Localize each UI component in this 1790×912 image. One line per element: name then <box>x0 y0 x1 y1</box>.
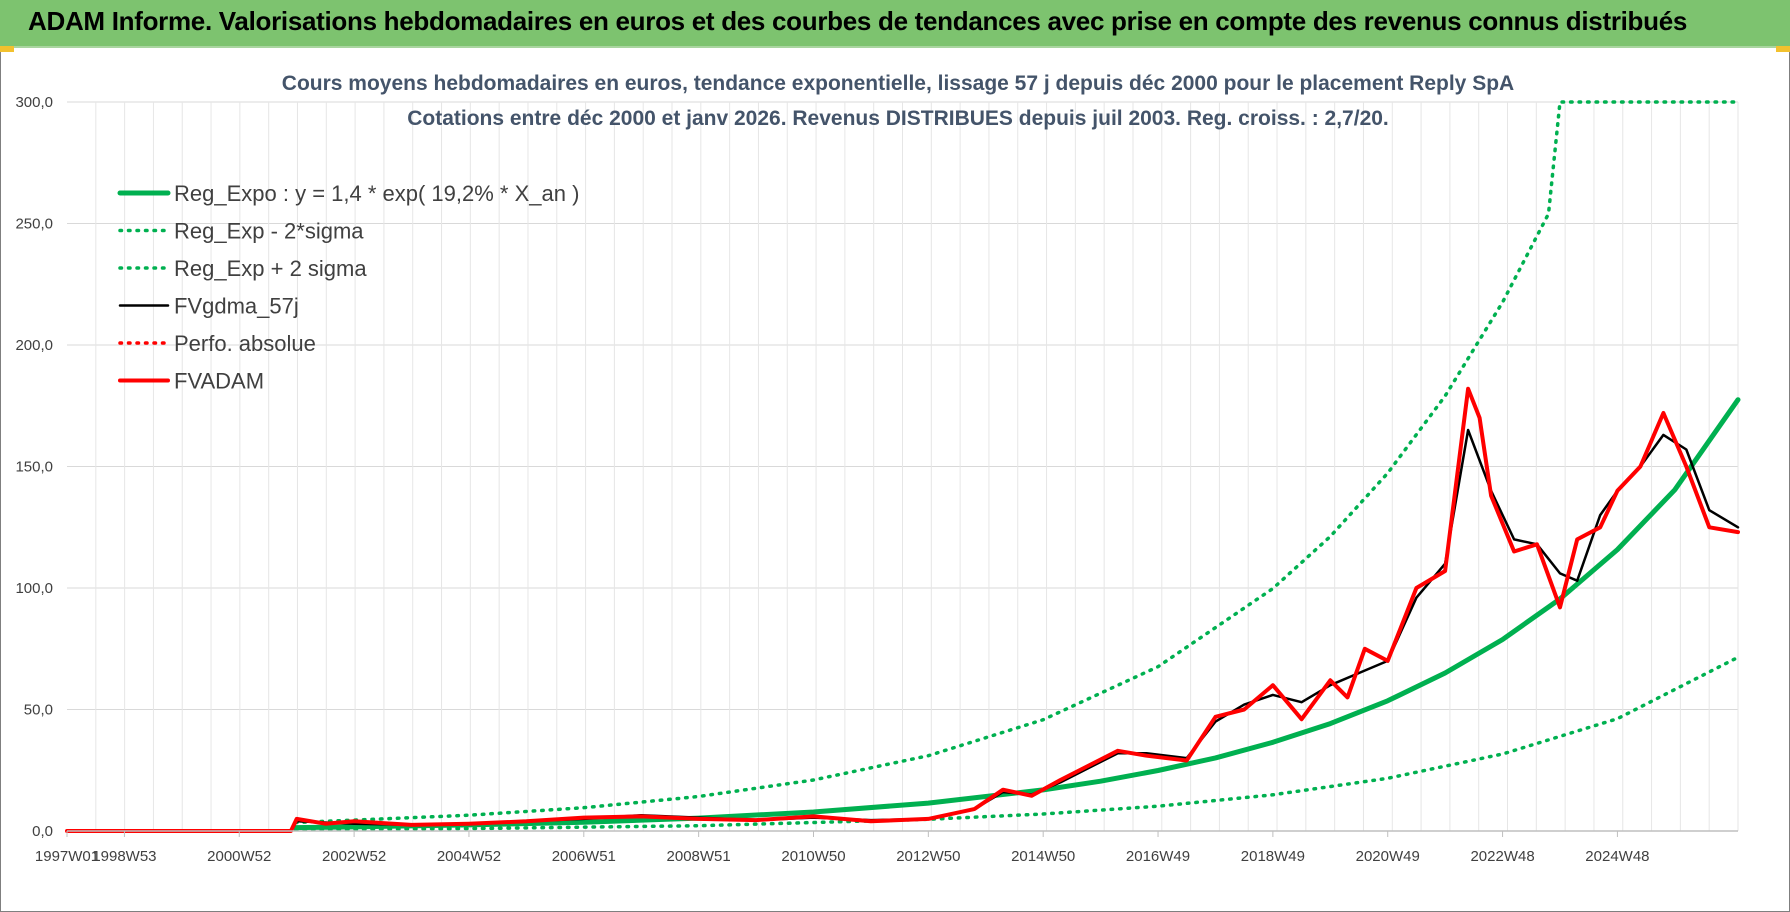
x-tick-label: 2008W51 <box>667 848 731 865</box>
y-tick-label: 0,0 <box>32 823 53 840</box>
x-tick-label: 1998W53 <box>92 848 156 865</box>
x-tick-label: 2024W48 <box>1585 848 1649 865</box>
series-line-0 <box>293 397 1741 831</box>
x-tick-label: 2004W52 <box>437 848 501 865</box>
grid <box>67 101 1739 832</box>
x-tick-label: 1997W01 <box>35 848 99 865</box>
corner-marker-top-right <box>1776 46 1790 52</box>
report-banner: ADAM Informe. Valorisations hebdomadaire… <box>0 0 1790 48</box>
corner-marker-top-left <box>0 46 14 52</box>
x-tick-label: 2012W50 <box>896 848 960 865</box>
series-line-1 <box>293 655 1740 832</box>
x-tick-label: 2016W49 <box>1126 848 1190 865</box>
x-tick-label: 2010W50 <box>781 848 845 865</box>
legend-label-1: Reg_Exp - 2*sigma <box>174 219 364 244</box>
report-title: ADAM Informe. Valorisations hebdomadaire… <box>28 6 1688 36</box>
y-tick-label: 200,0 <box>15 337 53 354</box>
series-layer <box>65 100 1741 833</box>
legend-label-2: Reg_Exp + 2 sigma <box>174 256 367 281</box>
y-tick-label: 100,0 <box>15 580 53 597</box>
legend-label-5: FVADAM <box>174 369 264 394</box>
series-line-2 <box>293 100 1740 825</box>
legend-label-4: Perfo. absolue <box>174 331 316 356</box>
x-tick-label: 2020W49 <box>1356 848 1420 865</box>
chart-subtitle: Cotations entre déc 2000 et janv 2026. R… <box>407 107 1389 130</box>
x-tick-label: 2018W49 <box>1241 848 1305 865</box>
legend-label-0: Reg_Expo : y = 1,4 * exp( 19,2% * X_an ) <box>174 181 579 206</box>
x-tick-label: 2006W51 <box>552 848 616 865</box>
legend: Reg_Expo : y = 1,4 * exp( 19,2% * X_an )… <box>117 181 579 394</box>
y-tick-label: 250,0 <box>15 216 53 233</box>
y-tick-label: 150,0 <box>15 459 53 476</box>
x-tick-label: 2002W52 <box>322 848 386 865</box>
chart-title: Cours moyens hebdomadaires en euros, ten… <box>282 72 1514 95</box>
legend-label-3: FVgdma_57j <box>174 294 299 319</box>
x-tick-label: 2022W48 <box>1470 848 1534 865</box>
y-tick-label: 50,0 <box>24 702 53 719</box>
y-tick-label: 300,0 <box>15 94 53 111</box>
axes: 0,0 50,0 100,0 150,0 200,0 250,0 300,0 1997W011… <box>15 94 1738 865</box>
series-line-5 <box>65 386 1740 833</box>
x-tick-label: 2014W50 <box>1011 848 1075 865</box>
x-tick-label: 2000W52 <box>207 848 271 865</box>
